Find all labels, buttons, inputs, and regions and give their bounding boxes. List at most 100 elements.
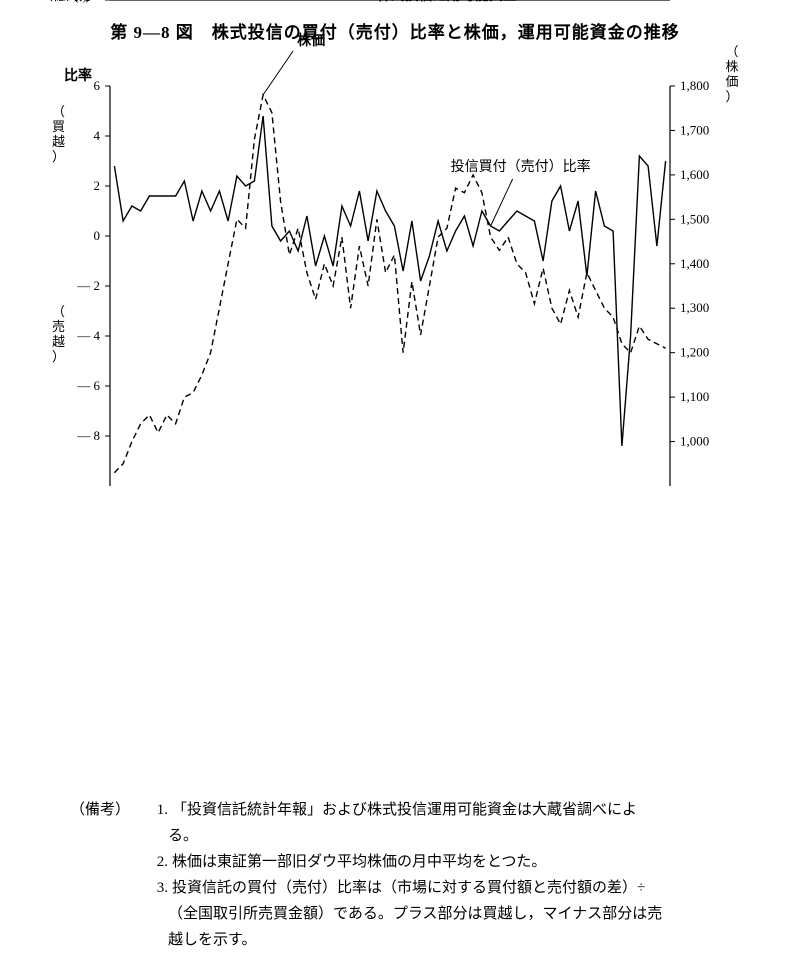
- y-left-label: 比率: [64, 67, 92, 84]
- x-month-tick: 11: [408, 0, 416, 2]
- buy-label: ）: [52, 149, 65, 164]
- x-month-tick: 2: [226, 0, 230, 2]
- note-number: 3.: [140, 876, 172, 900]
- note-text: 投資信託の買付（売付）比率は（市場に対する買付額と売付額の差）÷: [172, 876, 730, 900]
- x-year-tick: 35: [156, 0, 169, 3]
- y-right-tick: 1,400: [680, 256, 709, 271]
- x-month-tick: 10: [504, 0, 513, 2]
- x-month-tick: 5: [567, 0, 571, 2]
- x-month-tick: 8: [594, 0, 598, 2]
- x-month-tick: 11: [513, 0, 521, 2]
- y-left-tick: 4: [94, 128, 101, 143]
- x-month-tick: 11: [618, 0, 626, 2]
- note-row: （全国取引所売買金額）である。プラス部分は買越し，マイナス部分は売: [70, 902, 730, 926]
- x-month-tick: 2: [436, 0, 440, 2]
- y-left-tick: 0: [94, 228, 101, 243]
- x-month-tick: 8: [489, 0, 493, 2]
- sell-label: ）: [52, 349, 65, 364]
- note-row: 2.株価は東証第一部旧ダウ平均株価の月中平均をとつた。: [70, 850, 730, 874]
- x-month-tick: 9: [602, 0, 606, 2]
- x-month-tick: 9: [182, 0, 186, 2]
- x-month-tick: 3: [445, 0, 449, 2]
- x-month-tick: 11: [198, 0, 206, 2]
- x-month-tick: 3: [235, 0, 239, 2]
- note-text: る。: [168, 824, 730, 848]
- x-month-tick: 2: [541, 0, 545, 2]
- note-number: 2.: [140, 850, 172, 874]
- stock-price-line: [114, 95, 665, 473]
- x-month-tick: 9: [287, 0, 291, 2]
- buy-label: 買: [52, 119, 65, 134]
- x-year-tick: 39: [576, 0, 589, 3]
- sell-label: 越: [52, 334, 65, 349]
- y-right-tick: 1,000: [680, 434, 709, 449]
- y-right-tick: 1,500: [680, 211, 709, 226]
- y-left-tick: — 6: [76, 378, 100, 393]
- x-month-tick: 1: [217, 0, 221, 2]
- note-label: （備考）: [70, 798, 140, 822]
- note-label: [70, 876, 140, 900]
- sell-label: 売: [52, 319, 65, 334]
- y-left-tick: — 4: [76, 328, 100, 343]
- note-row: 3.投資信託の買付（売付）比率は（市場に対する買付額と売付額の差）÷: [70, 876, 730, 900]
- x-month-tick: 8: [384, 0, 388, 2]
- note-text: 株価は東証第一部旧ダウ平均株価の月中平均をとつた。: [172, 850, 730, 874]
- x-month-tick: 1: [532, 0, 536, 2]
- x-month-tick: 5: [357, 0, 361, 2]
- chart-svg: — 8 — 6 — 4 — 2 0 2 4 6 1,000 1,100 1,200 1,300 1,40…: [0, 0, 790, 790]
- annot-ratio: 投信買付（売付）比率: [451, 158, 591, 175]
- x-month-tick: 11: [303, 0, 311, 2]
- x-month-tick: 12: [206, 0, 215, 2]
- x-month-tick: 5: [462, 0, 466, 2]
- note-row: 越しを示す。: [70, 928, 730, 952]
- x-month-tick: 12: [626, 0, 635, 2]
- x-month-tick: 3: [340, 0, 344, 2]
- x-month-tick: 10: [399, 0, 408, 2]
- note-text: 「投資信託統計年報」および株式投信運用可能資金は大蔵省調べによ: [172, 798, 730, 822]
- y-right-tick: 1,800: [680, 78, 709, 93]
- x-month-tick: 8: [279, 0, 283, 2]
- y-left-tick: 6: [94, 78, 101, 93]
- x-year-label: 年: [80, 0, 92, 3]
- notes-block: （備考）1.「投資信託統計年報」および株式投信運用可能資金は大蔵省調べによる。2…: [70, 798, 730, 955]
- annot-stock-price: 株価: [297, 32, 325, 49]
- x-month-tick: 1: [637, 0, 641, 2]
- x-year-tick: 38: [471, 0, 484, 3]
- note-row: （備考）1.「投資信託統計年報」および株式投信運用可能資金は大蔵省調べによ: [70, 798, 730, 822]
- x-year-tick: 40: [646, 0, 659, 3]
- y-right-label: ）: [725, 89, 738, 104]
- y-left-tick: — 2: [76, 278, 100, 293]
- x-month-tick: 9: [392, 0, 396, 2]
- sell-label: （: [52, 304, 65, 319]
- x-month-tick: 3: [130, 0, 134, 2]
- x-month-tick: 3: [550, 0, 554, 2]
- y-right-label: 株: [725, 59, 738, 74]
- x-month-tick: 9: [497, 0, 501, 2]
- x-month-tick: 10: [294, 0, 303, 2]
- note-label: [70, 850, 140, 874]
- x-month-tick: 10: [609, 0, 618, 2]
- note-number: 1.: [140, 798, 172, 822]
- y-right-tick: 1,600: [680, 167, 709, 182]
- y-right-label: （: [725, 44, 738, 59]
- x-month-tick: 12: [521, 0, 530, 2]
- y-right-tick: 1,100: [680, 389, 709, 404]
- note-text: 越しを示す。: [168, 928, 730, 952]
- x-month-tick: 12: [416, 0, 425, 2]
- note-row: る。: [70, 824, 730, 848]
- y-left-tick: 2: [94, 178, 101, 193]
- x-month-tick: 5: [252, 0, 256, 2]
- x-month-tick: 2: [331, 0, 335, 2]
- figure-page: 第 9—8 図 株式投信の買付（売付）比率と株価，運用可能資金の推移 — 8— …: [0, 0, 790, 955]
- y-right-tick: 1,200: [680, 345, 709, 360]
- x-month-tick: 5: [147, 0, 151, 2]
- x-month-tick: 1: [112, 0, 116, 2]
- x-month-tick: 1: [427, 0, 431, 2]
- buy-label: （: [52, 104, 65, 119]
- y-right-tick: 1,300: [680, 300, 709, 315]
- y-left-tick: — 8: [76, 428, 100, 443]
- x-year-tick: 37: [366, 0, 380, 3]
- x-month-tick: 8: [174, 0, 178, 2]
- x-year-tick: 36: [261, 0, 275, 3]
- y-right-tick: 1,700: [680, 122, 709, 137]
